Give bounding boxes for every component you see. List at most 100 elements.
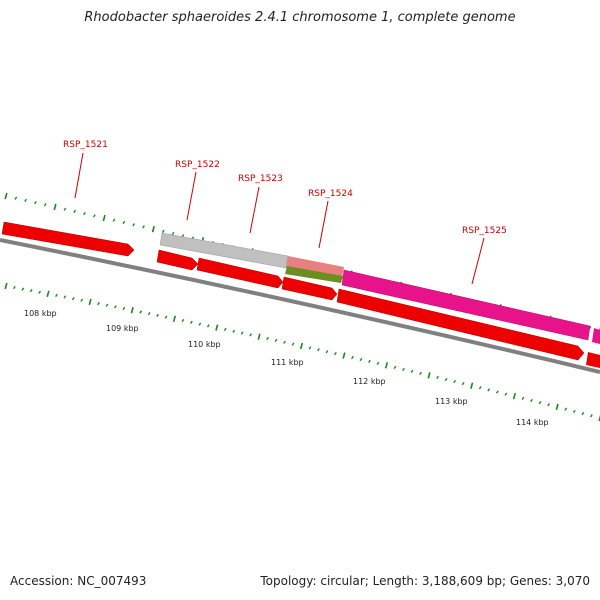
major-tick (384, 362, 389, 369)
leader-rsp-1521 (74, 152, 84, 199)
minor-tick (105, 303, 109, 307)
page-title: Rhodobacter sphaeroides 2.4.1 chromosome… (84, 10, 516, 25)
accession-label: Accession: NC_007493 (10, 574, 147, 588)
minor-tick (547, 403, 551, 407)
minor-tick (63, 207, 67, 211)
gene-red-1[interactable] (156, 249, 199, 271)
minor-tick (21, 287, 25, 291)
major-tick (4, 282, 8, 290)
tick-row-bottom (4, 282, 600, 422)
minor-tick (73, 209, 77, 214)
minor-tick (334, 351, 337, 356)
minor-tick (266, 336, 269, 341)
gene-red-3[interactable] (281, 276, 338, 301)
minor-tick (181, 318, 185, 323)
minor-tick (564, 407, 568, 411)
genome-backbone (0, 238, 600, 374)
gene-red-5-partial[interactable] (586, 352, 600, 368)
minor-tick (223, 327, 227, 332)
minor-tick (572, 409, 576, 413)
minor-tick (142, 225, 145, 229)
kbp-label: 113 kbp (435, 397, 468, 406)
minor-tick (24, 198, 27, 203)
kbp-label: 112 kbp (353, 377, 386, 386)
major-tick (172, 315, 177, 323)
minor-tick (478, 386, 482, 390)
minor-tick (538, 401, 542, 405)
minor-tick (232, 329, 236, 333)
minor-tick (283, 340, 286, 344)
minor-tick (114, 305, 117, 309)
minor-tick (147, 312, 151, 316)
minor-tick (351, 355, 354, 360)
minor-tick (436, 375, 439, 380)
major-tick (151, 225, 155, 233)
minor-tick (274, 338, 278, 343)
major-tick (4, 192, 8, 200)
minor-tick (590, 414, 593, 418)
major-tick (598, 414, 600, 422)
minor-tick (71, 297, 75, 301)
minor-tick (308, 346, 312, 350)
minor-tick (156, 313, 159, 317)
kbp-label: 110 kbp (188, 340, 221, 349)
minor-tick (495, 390, 499, 394)
minor-tick (97, 301, 100, 306)
label-rsp-1521[interactable]: RSP_1521 (63, 140, 108, 150)
minor-tick (444, 377, 448, 382)
minor-tick (14, 196, 18, 200)
minor-tick (376, 361, 380, 365)
kbp-label: 109 kbp (106, 324, 139, 333)
major-tick (215, 324, 219, 331)
gene-rsp-1521[interactable] (1, 221, 135, 257)
minor-tick (359, 357, 363, 362)
minor-tick (122, 306, 126, 311)
minor-tick (63, 295, 67, 299)
minor-tick (393, 365, 397, 369)
minor-tick (461, 381, 465, 386)
label-rsp-1522[interactable]: RSP_1522 (175, 160, 220, 170)
minor-tick (521, 396, 525, 400)
minor-tick (291, 342, 295, 346)
minor-tick (240, 331, 244, 335)
minor-tick (317, 348, 320, 352)
label-rsp-1523[interactable]: RSP_1523 (238, 174, 283, 184)
leader-rsp-1524 (318, 200, 329, 249)
minor-tick (325, 350, 329, 354)
leader-rsp-1522 (186, 171, 197, 221)
minor-tick (122, 220, 126, 225)
minor-tick (92, 214, 96, 218)
minor-tick (171, 231, 175, 236)
minor-tick (161, 229, 165, 233)
minor-tick (410, 369, 414, 373)
gene-red-4[interactable] (336, 288, 585, 361)
kbp-label: 114 kbp (516, 418, 549, 427)
label-rsp-1524[interactable]: RSP_1524 (308, 189, 353, 199)
kbp-label: 108 kbp (24, 309, 57, 318)
major-tick (470, 382, 474, 389)
leader-rsp-1523 (249, 186, 260, 234)
label-rsp-1525[interactable]: RSP_1525 (462, 226, 507, 236)
minor-tick (80, 298, 84, 302)
major-tick (53, 203, 57, 211)
minor-tick (487, 388, 491, 392)
minor-tick (402, 367, 405, 371)
gene-rsp-1526-partial[interactable] (592, 328, 600, 344)
major-tick (555, 403, 559, 411)
major-tick (46, 290, 50, 298)
major-tick (130, 307, 134, 314)
minor-tick (13, 285, 16, 290)
minor-tick (34, 200, 37, 205)
minor-tick (453, 379, 457, 384)
minor-tick (139, 310, 143, 314)
minor-tick (198, 322, 202, 326)
gene-rsp-1523b[interactable] (285, 266, 343, 283)
gene-rsp-1525[interactable] (341, 269, 591, 341)
minor-tick (206, 324, 210, 328)
major-tick (88, 298, 92, 306)
minor-tick (504, 392, 508, 396)
major-tick (257, 333, 261, 340)
gene-red-2[interactable] (196, 257, 284, 289)
gene-rsp-1523[interactable] (286, 256, 344, 278)
